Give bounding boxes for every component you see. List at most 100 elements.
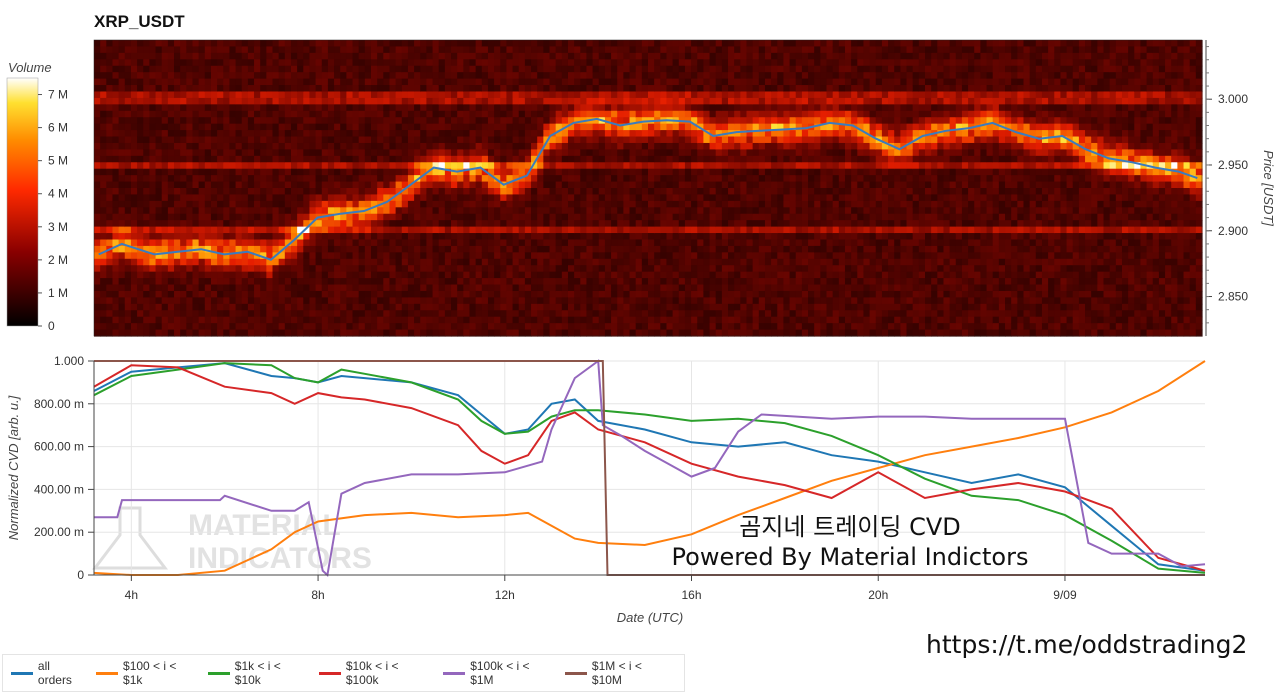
heatmap-cell [284, 117, 292, 125]
heatmap-cell [457, 155, 464, 163]
heatmap-cell [321, 117, 329, 125]
heatmap-cell [198, 52, 206, 60]
heatmap-cell [327, 284, 335, 292]
heatmap-cell [334, 316, 341, 324]
heatmap-cell [574, 310, 581, 318]
heatmap-cell [290, 181, 298, 189]
heatmap-cell [229, 72, 237, 80]
heatmap-cell [124, 59, 132, 67]
heatmap-cell [401, 65, 409, 73]
heatmap-cell [358, 323, 366, 331]
heatmap-cell [371, 110, 378, 118]
heatmap-cell [377, 258, 384, 266]
heatmap-cell [334, 265, 341, 273]
heatmap-cell [192, 97, 200, 105]
heatmap-cell [383, 78, 391, 86]
heatmap-cell [198, 310, 206, 318]
heatmap-cell [290, 155, 298, 163]
heatmap-cell [284, 194, 292, 202]
heatmap-cell [580, 175, 588, 183]
heatmap-cell [407, 52, 415, 60]
heatmap-cell [364, 155, 372, 163]
heatmap-cell [284, 65, 292, 73]
heatmap-cell [297, 155, 304, 163]
heatmap-cell [721, 175, 729, 183]
heatmap-cell [592, 258, 600, 266]
heatmap-cell [561, 323, 569, 331]
heatmap-cell [641, 40, 649, 48]
heatmap-cell [340, 78, 347, 86]
heatmap-cell [315, 78, 323, 86]
heatmap-cell [518, 104, 526, 112]
heatmap-cell [475, 239, 483, 247]
heatmap-cell [266, 220, 274, 228]
heatmap-cell [401, 104, 409, 112]
heatmap-cell [358, 226, 366, 234]
heatmap-cell [598, 149, 606, 157]
heatmap-cell [395, 155, 403, 163]
heatmap-cell [623, 110, 631, 118]
heatmap-cell [709, 52, 717, 60]
heatmap-cell [309, 130, 317, 138]
heatmap-cell [260, 91, 267, 99]
heatmap-cell [420, 252, 427, 260]
heatmap-cell [290, 123, 298, 131]
heatmap-cell [481, 40, 489, 48]
heatmap-cell [487, 297, 495, 305]
heatmap-cell [124, 245, 132, 253]
heatmap-cell [395, 40, 403, 48]
heatmap-cell [272, 245, 280, 253]
heatmap-cell [518, 142, 526, 150]
heatmap-cell [401, 142, 409, 150]
heatmap-cell [451, 72, 458, 80]
heatmap-cell [648, 213, 655, 221]
heatmap-cell [174, 239, 181, 247]
heatmap-cell [426, 175, 434, 183]
heatmap-cell [100, 97, 107, 105]
heatmap-cell [537, 110, 544, 118]
heatmap-cell [180, 46, 187, 54]
heatmap-cell [715, 310, 723, 318]
heatmap-cell [106, 149, 114, 157]
heatmap-cell [617, 162, 624, 170]
heatmap-cell [321, 271, 329, 279]
heatmap-cell [297, 220, 304, 228]
heatmap-cell [506, 226, 514, 234]
heatmap-cell [346, 168, 354, 176]
heatmap-cell [734, 329, 741, 337]
heatmap-cell [278, 316, 286, 324]
heatmap-cell [537, 200, 544, 208]
heatmap-cell [691, 136, 698, 144]
heatmap-cell [549, 290, 557, 298]
heatmap-cell [432, 46, 440, 54]
heatmap-cell [112, 78, 120, 86]
heatmap-cell [192, 226, 200, 234]
heatmap-cell [94, 310, 101, 318]
heatmap-cell [549, 52, 557, 60]
heatmap-cell [469, 91, 477, 99]
heatmap-cell [518, 207, 526, 215]
heatmap-cell [186, 136, 194, 144]
heatmap-cell [143, 284, 150, 292]
heatmap-cell [334, 78, 341, 86]
heatmap-cell [463, 155, 471, 163]
heatmap-cell [414, 123, 421, 131]
heatmap-cell [334, 136, 341, 144]
heatmap-cell [506, 117, 514, 125]
heatmap-cell [524, 194, 532, 202]
heatmap-cell [678, 46, 686, 54]
heatmap-cell [180, 117, 187, 125]
heatmap-cell [592, 181, 600, 189]
heatmap-cell [654, 226, 661, 234]
heatmap-cell [740, 136, 748, 144]
heatmap-cell [334, 91, 341, 99]
heatmap-cell [728, 59, 735, 67]
heatmap-cell [180, 104, 187, 112]
heatmap-cell [740, 155, 748, 163]
heatmap-cell [611, 207, 618, 215]
heatmap-cell [389, 136, 397, 144]
heatmap-cell [629, 175, 637, 183]
heatmap-cell [561, 297, 569, 305]
heatmap-cell [438, 162, 446, 170]
heatmap-cell [574, 72, 581, 80]
